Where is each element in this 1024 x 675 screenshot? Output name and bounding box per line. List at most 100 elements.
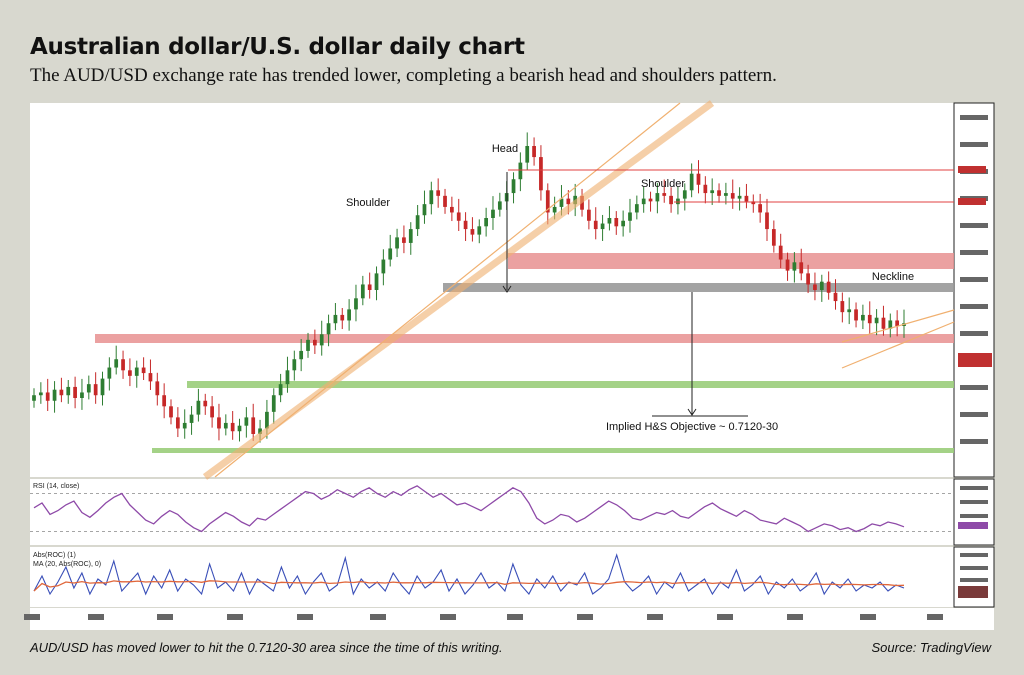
candle-body <box>217 417 221 429</box>
candle-body <box>230 422 235 432</box>
candle-body <box>710 190 715 194</box>
candle-body <box>552 206 557 213</box>
time-axis-tick <box>24 614 40 620</box>
price-axis-tick <box>960 277 988 282</box>
candle-body <box>655 193 660 202</box>
candle-body <box>258 428 262 434</box>
candle-body <box>265 411 269 429</box>
candle-body <box>484 218 488 227</box>
candle-body <box>402 237 406 243</box>
candle-body <box>621 220 626 227</box>
time-axis-tick <box>647 614 663 620</box>
candle-body <box>518 162 523 180</box>
time-axis-tick <box>440 614 456 620</box>
pennant-lower-line <box>841 321 955 369</box>
candle-body <box>52 389 57 401</box>
candle-body <box>32 395 36 401</box>
roc-axis-tick <box>960 553 988 557</box>
time-axis-tick <box>787 614 803 620</box>
candle-body <box>669 195 673 205</box>
candle-body <box>607 218 612 224</box>
neckline-label: Neckline <box>872 271 914 283</box>
candle-body <box>826 281 831 293</box>
candle-body <box>415 215 420 230</box>
rsi-line <box>33 485 905 533</box>
candle-body <box>593 220 598 230</box>
candle-body <box>634 204 639 213</box>
roc-label-2: MA (20, Abs(ROC), 0) <box>33 561 101 568</box>
right-shoulder-label: Shoulder <box>641 178 685 190</box>
candle-body <box>778 245 783 260</box>
candle-body <box>532 146 536 158</box>
roc-panel <box>30 547 954 607</box>
rsi-label: RSI (14, close) <box>33 483 79 490</box>
resistance-zone-upper <box>508 253 954 269</box>
price-axis-tick <box>960 385 988 390</box>
candle-body <box>662 193 667 196</box>
candle-body <box>799 262 804 274</box>
roc-ma-line <box>33 580 905 592</box>
roc-axis-tick <box>960 578 988 582</box>
candle-body <box>292 359 297 371</box>
candle-body <box>251 417 256 434</box>
candle-body <box>545 190 550 213</box>
candle-body <box>422 204 427 216</box>
chart-source: Source: TradingView <box>871 640 991 655</box>
price-marker-current <box>958 353 992 367</box>
candle-body <box>374 273 379 290</box>
support-zone-lower <box>152 448 954 453</box>
candle-body <box>682 190 687 199</box>
candle-body <box>244 417 249 426</box>
candle-body <box>340 314 345 321</box>
candle-body <box>347 309 351 321</box>
candle-body <box>847 309 852 313</box>
candle-body <box>278 384 283 396</box>
price-axis-tick <box>960 115 988 120</box>
price-axis-tick <box>960 331 988 336</box>
candle-body <box>73 386 77 398</box>
candle-body <box>566 198 571 205</box>
candle-body <box>210 406 214 418</box>
candle-body <box>182 422 187 429</box>
candle-body <box>285 370 290 385</box>
candle-body <box>600 223 605 230</box>
head-label: Head <box>492 143 518 155</box>
uptrend-line-outer <box>214 102 681 478</box>
candle-body <box>155 381 160 396</box>
candle-body <box>792 262 797 271</box>
price-axis-tick <box>960 250 988 255</box>
time-axis-tick <box>297 614 313 620</box>
candle-body <box>477 226 482 235</box>
candle-body <box>169 406 173 418</box>
candle-body <box>895 320 900 326</box>
candle-body <box>429 190 434 205</box>
candle-body <box>86 384 91 393</box>
candle-body <box>737 195 742 199</box>
candle-body <box>162 395 167 407</box>
price-marker-shoulder <box>958 198 986 205</box>
candle-body <box>888 320 893 329</box>
rsi-axis-tick <box>960 514 988 518</box>
candle-body <box>881 317 886 329</box>
candle-body <box>354 298 358 310</box>
time-axis-tick <box>88 614 104 620</box>
candle-body <box>861 314 865 321</box>
time-axis-tick <box>717 614 733 620</box>
candle-body <box>312 339 317 346</box>
candle-body <box>223 422 228 429</box>
candle-body <box>511 179 516 194</box>
price-axis-tick <box>960 223 988 228</box>
candle-body <box>114 359 119 368</box>
candle-body <box>148 373 153 382</box>
time-axis-tick <box>860 614 876 620</box>
price-axis-tick <box>960 412 988 417</box>
candle-body <box>525 146 530 163</box>
candle-body <box>367 284 372 290</box>
roc-current-marker <box>958 586 988 598</box>
roc-label-1: Abs(ROC) (1) <box>33 552 76 559</box>
candle-body <box>141 367 146 374</box>
candle-body <box>450 206 454 213</box>
candle-body <box>319 334 324 346</box>
candle-body <box>765 212 769 230</box>
